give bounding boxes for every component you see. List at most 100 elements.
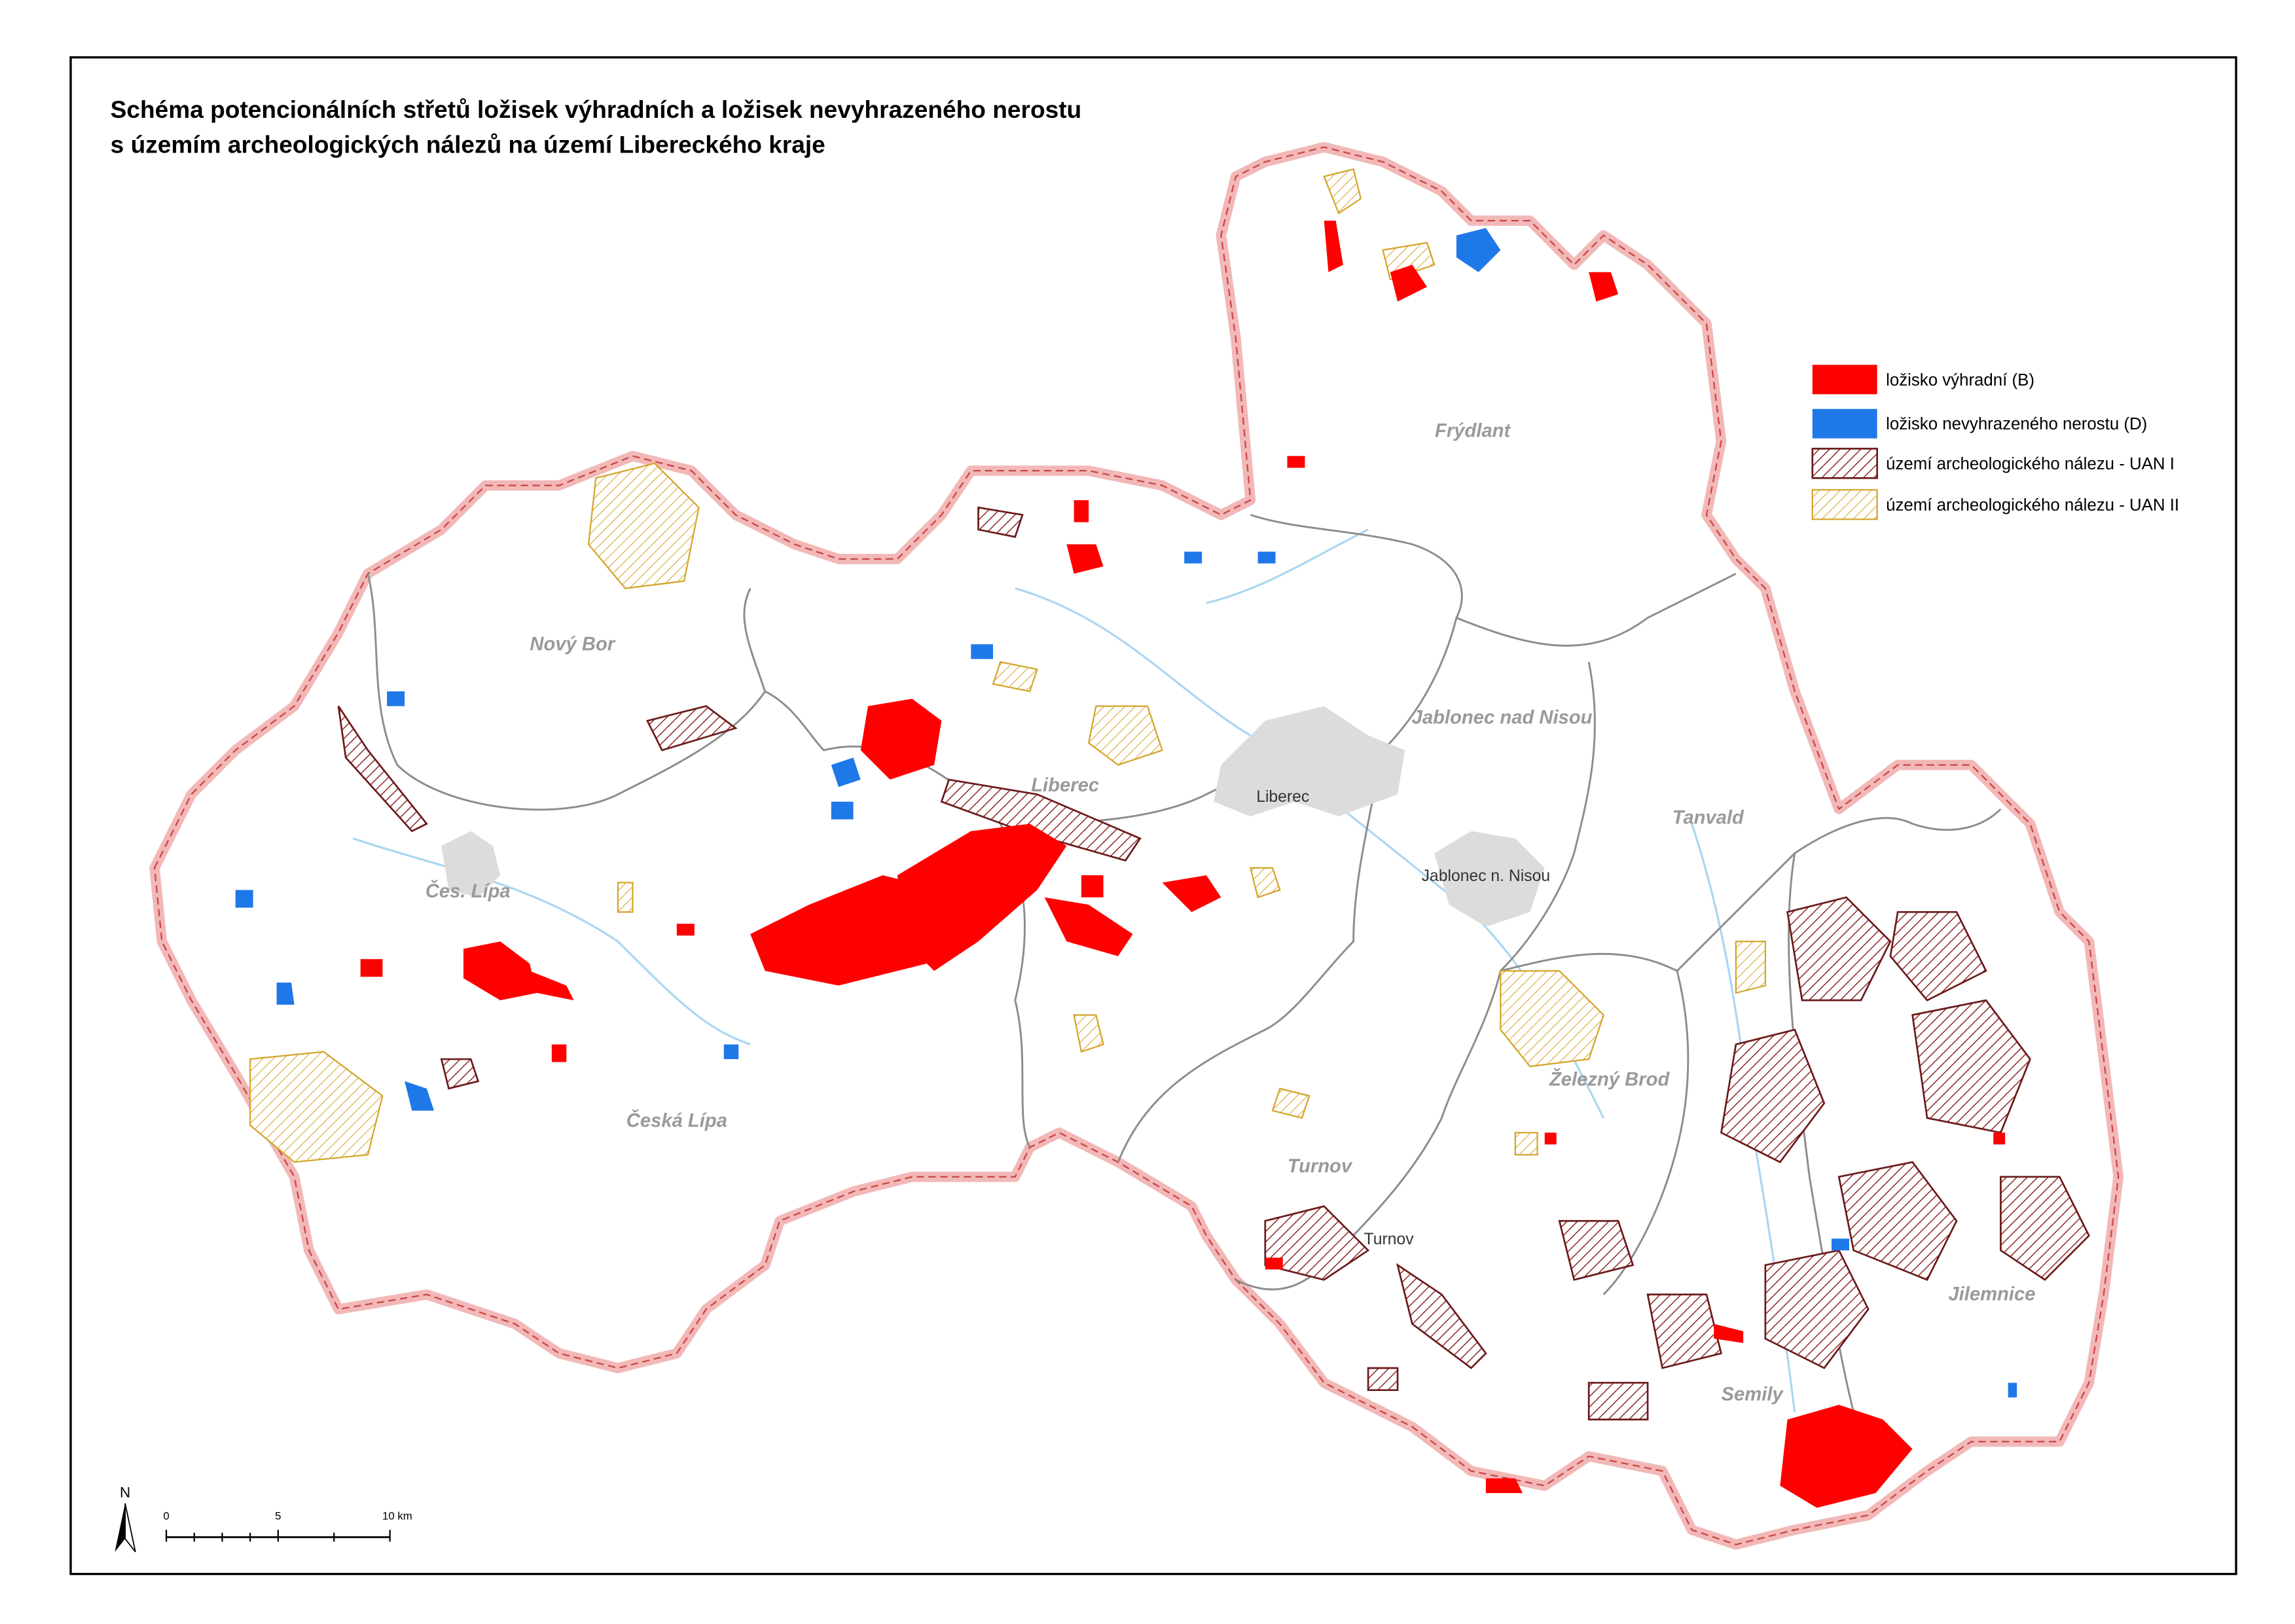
map-shape [1265,1257,1283,1270]
map-shape [1257,551,1276,564]
map-shape [1434,831,1545,927]
place-labels: Nový Bor Čes. Lípa Česká Lípa Liberec Li… [425,420,2036,1405]
map-shape [831,757,861,787]
map-shape [1720,1028,1826,1164]
map-shape [1271,1087,1310,1119]
map-shape [405,1081,435,1111]
map-shape [1500,952,1690,1295]
map-shape [235,890,253,908]
place-label: Česká Lípa [626,1109,727,1131]
map-shape [1485,1478,1523,1493]
place-label: Jilemnice [1948,1284,2035,1305]
map-shape [2008,1382,2017,1398]
map-shape [977,506,1024,538]
place-label: Liberec [1256,788,1309,806]
map-shape [1544,1132,1557,1145]
map-shape [831,801,854,820]
map-shape [1396,1263,1487,1369]
map-shape [352,837,751,1046]
map-shape [617,882,634,913]
map-shape [1287,456,1305,468]
map-shape [1780,1405,1913,1508]
scale-bar: 0 5 10 km [163,1509,412,1542]
map-shape [441,831,501,897]
blue-deposits [235,228,2017,1398]
place-label: Jablonec n. Nisou [1422,867,1551,885]
map-shape [1206,528,1369,604]
map-shape [992,660,1038,693]
place-label: Tanvald [1672,807,1744,828]
legend-swatch [1812,408,1877,439]
map-shape [1714,1324,1744,1343]
map-shape [463,941,537,1001]
map-shape [1456,228,1501,272]
map-shape [1646,1293,1723,1369]
legend-swatch [1811,489,1878,520]
map-shape [587,462,700,590]
place-label: Turnov [1288,1156,1353,1177]
map-shape [1589,272,1619,302]
place-label: Čes. Lípa [425,880,511,902]
map-shape [1735,941,1766,994]
map-shape [1214,706,1405,817]
map-shape [530,971,574,1001]
map-shape [676,924,695,936]
scale-label: 0 [163,1509,169,1522]
map-shape [1390,264,1427,302]
place-label: Liberec [1031,775,1099,796]
scale-label: 10 km [382,1509,412,1522]
north-arrow: N [115,1485,136,1553]
map-shape [1367,1367,1399,1392]
map-shape [276,983,295,1005]
map-shape [1323,168,1362,215]
map-shape [2000,1176,2090,1281]
map-shape [723,1044,739,1060]
map-shape [1324,221,1343,272]
legend-label: území archeologického nálezu - UAN I [1886,455,2175,473]
map-shape [387,691,405,706]
map-shape [1993,1132,2006,1145]
map-shape [360,959,383,977]
map-shape [1514,1132,1538,1156]
uan-i-areas [337,506,2090,1420]
legend: ložisko výhradní (B) ložisko nevyhrazené… [1811,365,2179,520]
map-shape [1073,1014,1104,1053]
map-shape [1456,573,1737,647]
place-label: Frýdlant [1435,420,1511,441]
north-label: N [120,1485,130,1501]
map-shape [1441,661,1596,1119]
map-shape [971,644,994,659]
place-label: Semily [1722,1384,1784,1405]
map-title: s územím archeologických nálezů na území… [111,131,825,158]
map-shape [1889,911,1987,1001]
map-shape [1000,514,1463,825]
map-shape [337,705,428,833]
map-shape [1162,875,1221,912]
map-shape [551,1044,567,1062]
map-shape [1184,551,1202,564]
map-shape [1837,1161,1958,1281]
map-shape [1764,1249,1870,1369]
legend-label: ložisko nevyhrazeného nerostu (D) [1886,415,2147,433]
map-shape [1117,749,1384,1163]
region-border [153,146,2120,1545]
map-shape [860,698,942,780]
map-title: Schéma potencionálních střetů ložisek vý… [111,96,1082,123]
place-label: Turnov [1364,1231,1415,1248]
red-deposits [360,221,2006,1508]
scale-ticks [165,1530,391,1542]
map-shape [1044,897,1133,956]
place-label: Nový Bor [530,634,615,655]
map-shape [249,1051,384,1163]
map-shape [1558,1219,1635,1281]
scale-label: 5 [275,1509,281,1522]
map-shape [1074,500,1089,522]
map-shape [940,778,1142,862]
map-shape [1087,705,1163,766]
north-arrow-half [115,1503,126,1552]
place-label: Jablonec nad Nisou [1412,708,1593,729]
legend-swatch [1812,365,1877,395]
